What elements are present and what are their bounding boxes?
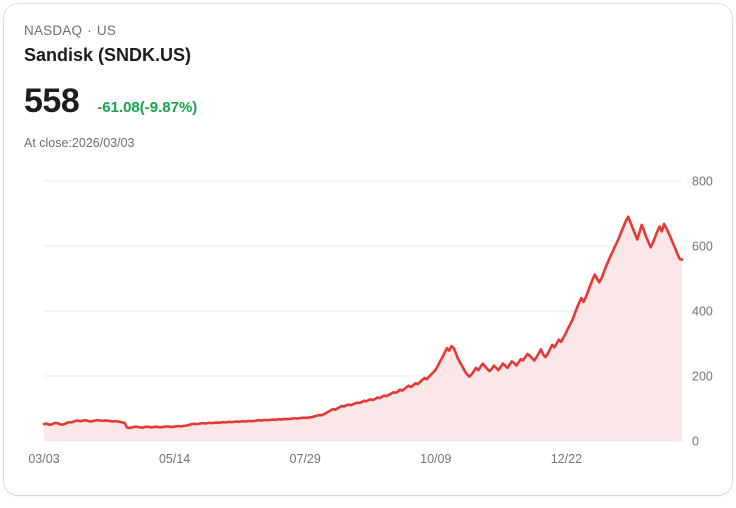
y-axis-tick-label: 0: [692, 435, 699, 449]
region-label: US: [96, 23, 117, 38]
x-axis-tick-label: 10/09: [420, 452, 451, 466]
y-axis-tick-label: 400: [692, 305, 713, 319]
chart-x-axis-labels: 03/03 05/14 07/29 10/09 12/22: [28, 452, 582, 466]
chart-line: [42, 215, 684, 430]
chart-area-fill: [44, 216, 682, 441]
price-change: -61.08(-9.87%): [97, 99, 198, 116]
separator-dot: ·: [87, 23, 92, 38]
chart-y-axis-labels: 0 200 400 600 800: [692, 175, 713, 449]
y-axis-tick-label: 600: [692, 240, 713, 254]
exchange-label: NASDAQ: [24, 23, 83, 38]
y-axis-tick-label: 200: [692, 370, 713, 384]
quote-header: NASDAQ · US Sandisk (SNDK.US) 558 -61.08(-…: [24, 22, 624, 151]
stock-quote-card: NASDAQ · US Sandisk (SNDK.US) 558 -61.08(-…: [4, 4, 732, 495]
page-title: Sandisk (SNDK.US): [24, 45, 192, 65]
price-chart-svg[interactable]: 0 200 400 600 800 03/03 05/14 07/29 10/09 12/22: [4, 164, 732, 484]
x-axis-tick-label: 05/14: [159, 452, 190, 466]
price-value: 558: [24, 82, 80, 120]
exchange-region-row: NASDAQ · US: [24, 22, 624, 40]
x-axis-tick-label: 03/03: [28, 452, 59, 466]
price-chart[interactable]: 0 200 400 600 800 03/03 05/14 07/29 10/09 12/22: [4, 164, 732, 484]
y-axis-tick-label: 800: [692, 175, 713, 189]
price-row: 558 -61.08(-9.87%): [24, 82, 624, 121]
x-axis-tick-label: 07/29: [290, 452, 321, 466]
x-axis-tick-label: 12/22: [551, 452, 582, 466]
close-timestamp: At close:2026/03/03: [24, 136, 135, 150]
